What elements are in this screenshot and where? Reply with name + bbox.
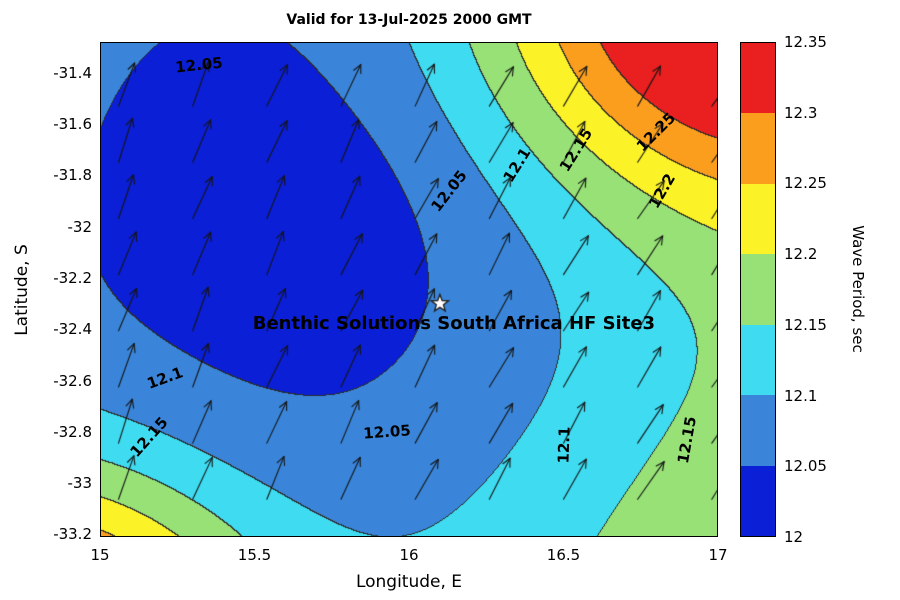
x-tick-label: 15 [90,546,110,564]
colorbar-tick-label: 12.25 [784,174,827,193]
y-tick-label: -32.6 [53,371,92,390]
y-tick-label: -31.6 [53,115,92,134]
colorbar-tick-label: 12.15 [784,315,827,334]
y-axis-label: Latitude, S [12,244,32,336]
contour-quiver-canvas [100,42,718,537]
y-tick-label: -33.2 [53,525,92,544]
y-tick-label: -33 [67,474,93,493]
colorbar-axis-label: Wave Period, sec [849,225,867,353]
plot-title: Valid for 13-Jul-2025 2000 GMT [286,12,532,28]
colorbar-band [741,43,775,114]
contour-plot-area: 12.05 12.05 12.1 12.15 12.25 12.2 12.1 12.15 12.… [100,42,718,537]
site-marker-label: Benthic Solutions South Africa HF Site3 [252,312,656,334]
colorbar [740,42,776,537]
colorbar-band [741,465,775,536]
colorbar-tick-label: 12.1 [784,386,818,405]
colorbar-band [741,395,775,466]
x-tick-label: 16 [399,546,419,564]
colorbar-tick-label: 12.35 [784,33,827,51]
y-tick-label: -32.4 [53,320,92,339]
colorbar-band [741,254,775,325]
y-tick-label: -31.4 [53,63,92,82]
y-tick-label: -32.8 [53,422,92,441]
colorbar-band [741,324,775,396]
y-tick-label: -32.2 [53,268,92,287]
colorbar-band [741,183,775,255]
colorbar-band [741,113,775,184]
colorbar-tick-label: 12.3 [784,103,818,122]
x-tick-label: 17 [708,546,728,564]
x-axis-label: Longitude, E [355,572,463,592]
colorbar-tick-label: 12.2 [784,245,818,264]
contour-level-label: 12.1 [553,425,574,464]
colorbar-tick-label: 12.05 [784,457,827,476]
colorbar-tick-label: 12 [784,528,804,546]
x-tick-label: 16.5 [546,546,581,564]
y-tick-label: -32 [67,217,93,236]
x-tick-label: 15.5 [237,546,272,564]
y-tick-label: -31.8 [53,166,92,185]
contour-level-label: 12.05 [363,421,412,443]
